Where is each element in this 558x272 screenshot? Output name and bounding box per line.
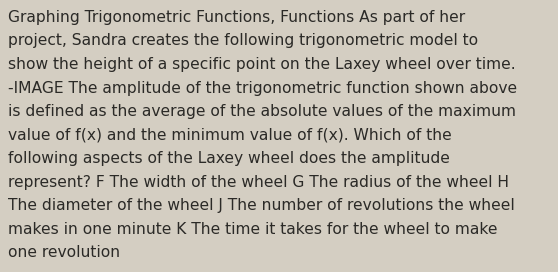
Text: Graphing Trigonometric Functions, Functions As part of her: Graphing Trigonometric Functions, Functi… bbox=[8, 10, 465, 25]
Text: value of f(x) and the minimum value of f(x). Which of the: value of f(x) and the minimum value of f… bbox=[8, 128, 452, 143]
Text: one revolution: one revolution bbox=[8, 245, 120, 260]
Text: following aspects of the Laxey wheel does the amplitude: following aspects of the Laxey wheel doe… bbox=[8, 151, 450, 166]
Text: is defined as the average of the absolute values of the maximum: is defined as the average of the absolut… bbox=[8, 104, 516, 119]
Text: show the height of a specific point on the Laxey wheel over time.: show the height of a specific point on t… bbox=[8, 57, 516, 72]
Text: makes in one minute K The time it takes for the wheel to make: makes in one minute K The time it takes … bbox=[8, 221, 498, 236]
Text: project, Sandra creates the following trigonometric model to: project, Sandra creates the following tr… bbox=[8, 33, 478, 48]
Text: The diameter of the wheel J The number of revolutions the wheel: The diameter of the wheel J The number o… bbox=[8, 198, 514, 213]
Text: represent? F The width of the wheel G The radius of the wheel H: represent? F The width of the wheel G Th… bbox=[8, 175, 509, 190]
Text: -IMAGE The amplitude of the trigonometric function shown above: -IMAGE The amplitude of the trigonometri… bbox=[8, 81, 517, 95]
